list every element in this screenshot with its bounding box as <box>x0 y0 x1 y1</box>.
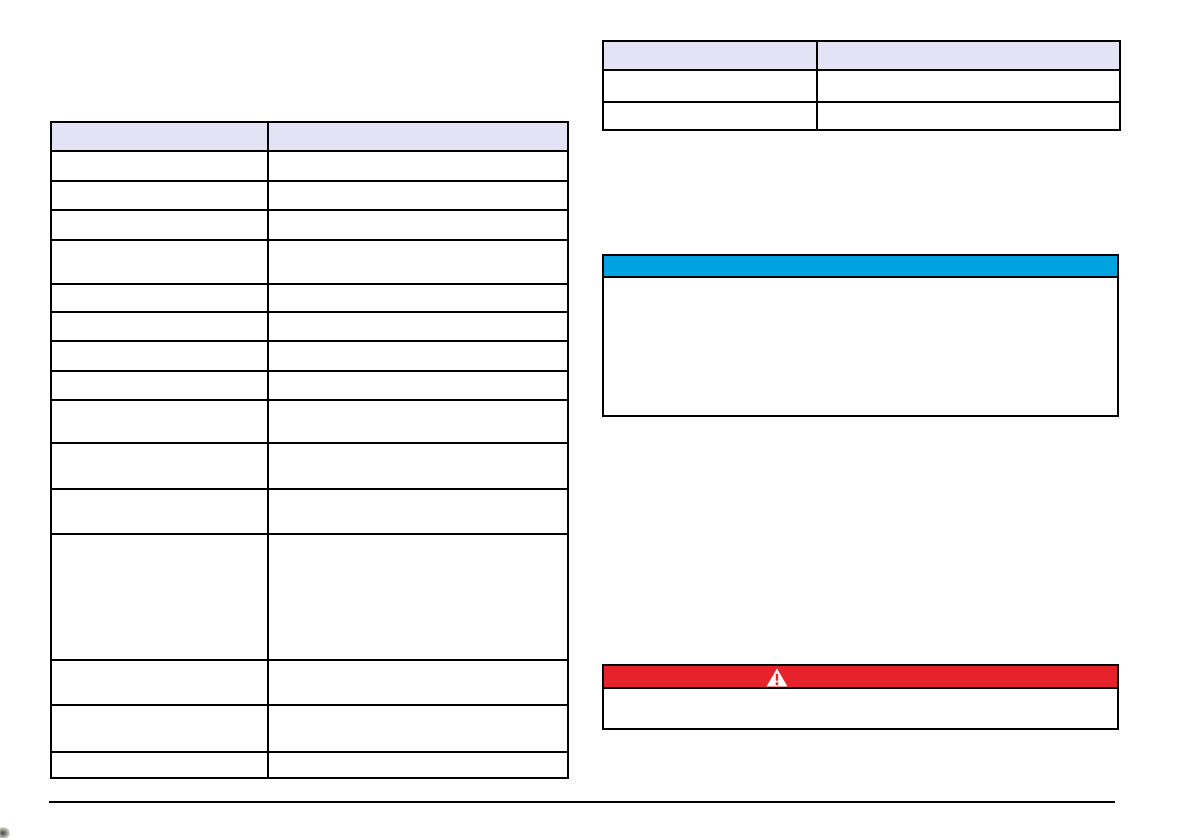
left-spec-table <box>50 121 569 779</box>
table-header-cell <box>602 40 818 71</box>
right-spec-table <box>602 40 1121 131</box>
table-cell <box>267 370 569 401</box>
table-cell <box>816 101 1121 131</box>
table-cell <box>50 311 269 342</box>
notice-header-bar <box>604 256 1117 278</box>
table-cell <box>267 659 569 706</box>
table-row <box>50 311 569 342</box>
table-cell <box>602 101 818 131</box>
table-cell <box>267 209 569 241</box>
notice-body <box>604 278 1117 415</box>
table-cell <box>267 442 569 490</box>
table-row <box>50 209 569 241</box>
table-cell <box>267 751 569 779</box>
table-cell <box>50 180 269 211</box>
warning-triangle-icon <box>766 668 788 687</box>
table-row <box>50 488 569 535</box>
caution-header-bar <box>604 666 1117 689</box>
table-cell <box>267 704 569 753</box>
table-cell <box>50 659 269 706</box>
table-cell <box>50 209 269 241</box>
caution-box <box>602 664 1119 730</box>
table-cell <box>50 488 269 535</box>
table-row <box>50 399 569 444</box>
table-row <box>50 283 569 313</box>
table-cell <box>267 283 569 313</box>
table-row <box>50 370 569 401</box>
table-row <box>50 659 569 706</box>
table-row <box>50 751 569 779</box>
notice-box <box>602 254 1119 417</box>
table-header-cell <box>50 121 269 152</box>
table-row <box>50 150 569 182</box>
table-cell <box>50 150 269 182</box>
table-cell <box>816 69 1121 103</box>
table-cell <box>50 751 269 779</box>
table-cell <box>267 488 569 535</box>
table-cell <box>267 533 569 661</box>
table-row <box>50 533 569 661</box>
table-cell <box>602 69 818 103</box>
table-header-cell <box>816 40 1121 71</box>
table-row <box>50 180 569 211</box>
table-cell <box>267 180 569 211</box>
table-cell <box>50 704 269 753</box>
table-cell <box>50 283 269 313</box>
table-cell <box>50 239 269 285</box>
table-cell <box>267 150 569 182</box>
footer-divider <box>49 801 1115 803</box>
table-row <box>50 340 569 372</box>
table-row <box>50 239 569 285</box>
table-row <box>50 704 569 753</box>
table-header-row <box>602 40 1121 71</box>
table-cell <box>50 340 269 372</box>
table-header-cell <box>267 121 569 152</box>
table-cell <box>267 239 569 285</box>
table-row <box>602 69 1121 103</box>
page-corner-artifact <box>0 827 10 838</box>
caution-body <box>604 689 1117 728</box>
table-cell <box>50 442 269 490</box>
table-cell <box>267 399 569 444</box>
table-cell <box>267 311 569 342</box>
table-cell <box>50 533 269 661</box>
table-row <box>602 101 1121 131</box>
table-row <box>50 442 569 490</box>
table-cell <box>267 340 569 372</box>
table-cell <box>50 370 269 401</box>
table-header-row <box>50 121 569 152</box>
table-cell <box>50 399 269 444</box>
